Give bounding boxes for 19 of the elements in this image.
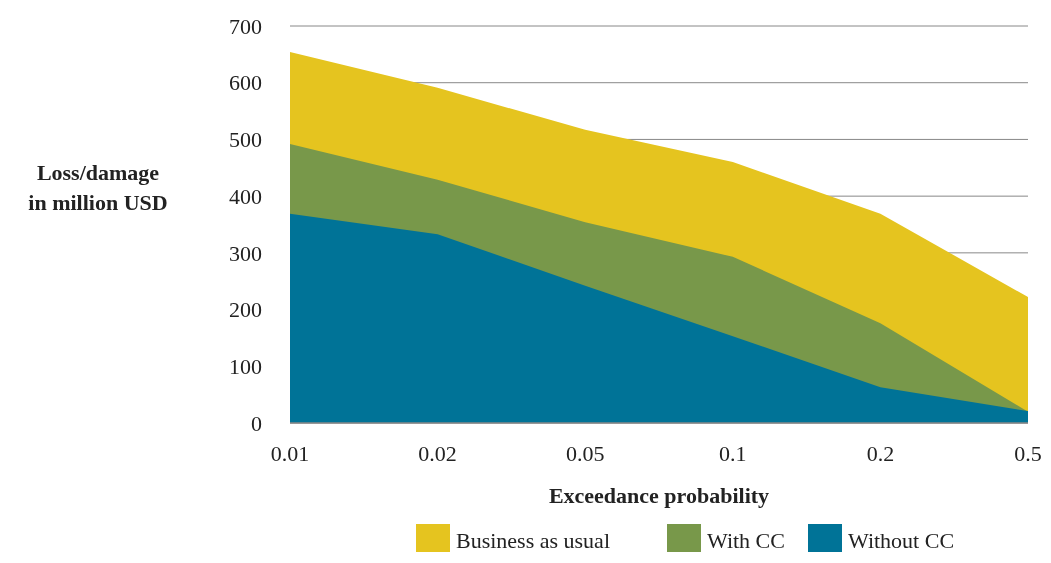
y-tick-label: 600 [229,70,262,96]
y-tick-label: 200 [229,297,262,323]
y-axis-title: Loss/damage in million USD [28,160,168,215]
y-tick-label: 400 [229,183,262,209]
legend-label: With CC [707,528,785,553]
x-tick-label: 0.05 [565,441,605,466]
x-tick-label: 0.1 [719,441,747,466]
x-axis-title: Exceedance probability [548,483,770,508]
y-tick-label: 500 [229,127,262,153]
y-tick-label: 300 [229,240,262,266]
y-tick-label: 0 [251,410,262,436]
x-tick-label: 0.5 [1014,441,1042,466]
x-tick-label: 0.2 [866,441,895,466]
legend-label: Without CC [848,528,955,553]
x-tick-label: 0.02 [418,441,457,466]
y-tick-label: 100 [229,353,262,379]
y-tick-label: 700 [229,13,262,39]
x-tick-label: 0.01 [270,441,310,466]
legend-label: Business as usual [456,528,610,553]
